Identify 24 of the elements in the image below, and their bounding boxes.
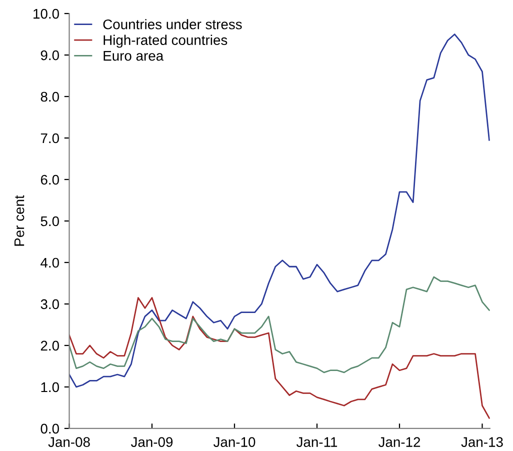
x-tick-label: Jan-09 — [130, 437, 173, 447]
x-tick-label: Jan-08 — [48, 437, 90, 447]
y-tick-label: 5.0 — [40, 216, 59, 226]
y-axis-title: Per cent — [14, 195, 24, 246]
y-tick-label: 2.0 — [40, 340, 59, 351]
legend-label: High-rated countries — [104, 34, 228, 48]
x-tick-label: Jan-13 — [461, 437, 503, 447]
y-tick-label: 3.0 — [40, 299, 59, 310]
y-tick-label: 0.0 — [40, 424, 59, 434]
line-series — [69, 297, 490, 419]
legend-label: Countries under stress — [103, 19, 242, 30]
legend-label: Euro area — [104, 51, 164, 61]
y-tick-label: 6.0 — [40, 174, 59, 185]
y-tick-label: 4.0 — [40, 258, 59, 268]
x-tick-label: Jan-11 — [296, 437, 338, 447]
x-tick-label: Jan-12 — [378, 437, 420, 447]
y-tick-label: 9.0 — [40, 50, 59, 60]
y-tick-label: 1.0 — [41, 382, 59, 392]
y-tick-label: 10.0 — [34, 8, 59, 19]
line-series — [69, 276, 490, 374]
y-tick-label: 7.0 — [40, 133, 59, 144]
line-series — [69, 34, 490, 388]
y-tick-label: 8.0 — [40, 92, 59, 102]
x-tick-label: Jan-10 — [213, 437, 256, 447]
